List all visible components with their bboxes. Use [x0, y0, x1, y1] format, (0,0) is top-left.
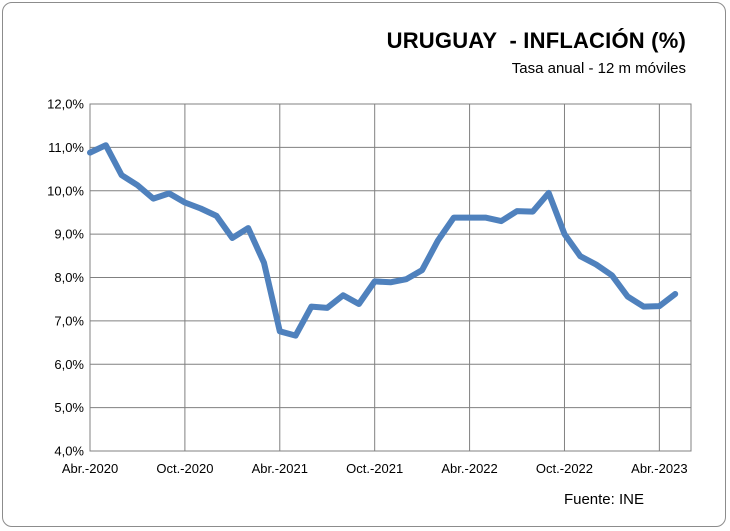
y-tick-label: 6,0%: [54, 357, 84, 372]
y-tick-label: 4,0%: [54, 444, 84, 459]
chart-subtitle: Tasa anual - 12 m móviles: [511, 60, 686, 77]
y-tick-label: 9,0%: [54, 227, 84, 242]
x-tick-label: Oct.-2022: [536, 461, 593, 476]
x-tick-label: Oct.-2021: [346, 461, 403, 476]
y-tick-label: 5,0%: [54, 400, 84, 415]
x-tick-label: Abr.-2020: [62, 461, 118, 476]
x-tick-label: Abr.-2023: [631, 461, 687, 476]
plot-area-border: [89, 103, 692, 452]
y-tick-label: 8,0%: [54, 270, 84, 285]
x-tick-label: Abr.-2021: [252, 461, 308, 476]
y-tick-label: 7,0%: [54, 313, 84, 328]
y-tick-label: 10,0%: [47, 183, 84, 198]
x-tick-label: Oct.-2020: [156, 461, 213, 476]
y-tick-label: 12,0%: [47, 97, 84, 112]
inflation-series-line: [87, 142, 679, 339]
x-tick-label: Abr.-2022: [441, 461, 497, 476]
chart-source: Fuente: INE: [563, 491, 644, 508]
chart-title: URUGUAY - INFLACIÓN (%): [386, 28, 686, 53]
y-tick-label: 11,0%: [48, 140, 84, 155]
